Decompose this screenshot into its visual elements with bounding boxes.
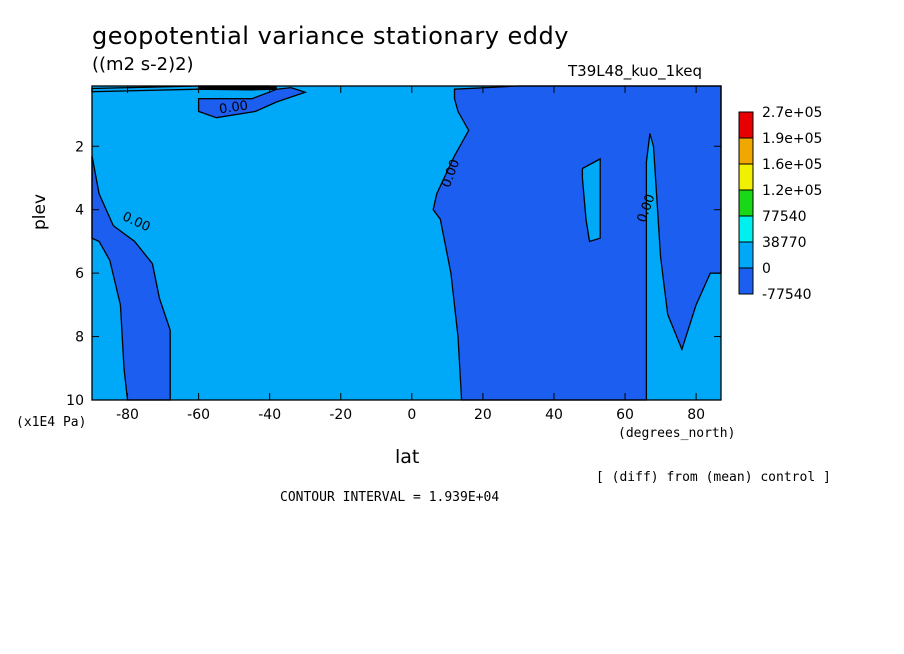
x-axis: -80 -60 -40 -20 0 20 40 60 80 (116, 86, 705, 423)
colorbar-label: 1.9e+05 (762, 131, 822, 147)
y-tick-label: 2 (75, 139, 84, 155)
contour-region (197, 86, 308, 119)
y-tick-label: 8 (75, 330, 84, 346)
x-tick-label: 60 (616, 407, 634, 423)
colorbar-box (738, 111, 754, 139)
colorbar-box (738, 189, 754, 217)
x-axis-label: lat (395, 446, 420, 468)
run-label: T39L48_kuo_1keq (568, 62, 703, 80)
contour-label: 0.00 (218, 98, 249, 117)
colorbar-label: 77540 (762, 209, 807, 225)
colorbar-label: 2.7e+05 (762, 105, 822, 121)
y-tick-label: 4 (75, 203, 84, 219)
x-tick-label: 40 (545, 407, 563, 423)
colorbar-label: 1.2e+05 (762, 183, 822, 199)
plot-frame (91, 85, 722, 401)
y-axis: 2 4 6 8 10 (66, 139, 721, 409)
x-tick-label: 0 (407, 407, 416, 423)
colorbar-box (738, 267, 754, 295)
x-tick-label: -20 (329, 407, 352, 423)
chart-units: ((m2 s-2)2) (92, 54, 194, 75)
top-contour-band (198, 86, 277, 90)
y-tick-label: 6 (75, 266, 84, 282)
colorbar-label: 1.6e+05 (762, 157, 822, 173)
colorbar-box (738, 215, 754, 243)
colorbar-box (738, 163, 754, 191)
colorbar-label: 0 (762, 261, 771, 277)
colorbar-label: -77540 (762, 287, 812, 303)
x-tick-label: 20 (474, 407, 492, 423)
contour-region (432, 85, 722, 401)
diff-note: [ (diff) from (mean) control ] (596, 470, 831, 485)
colorbar-box (738, 137, 754, 165)
contour-interval: CONTOUR INTERVAL = 1.939E+04 (280, 490, 500, 505)
plot-area: 0.000.000.000.00 (91, 85, 722, 401)
x-tick-label: -80 (116, 407, 139, 423)
contour-region (581, 157, 601, 243)
x-tick-label: -40 (258, 407, 281, 423)
colorbar-label: 38770 (762, 235, 807, 251)
colorbar-legend: 2.7e+05 1.9e+05 1.6e+05 1.2e+05 77540 38770 0 -… (738, 105, 822, 303)
colorbar-box (738, 241, 754, 269)
y-tick-label: 10 (66, 393, 84, 409)
x-axis-units: (degrees_north) (618, 426, 736, 441)
chart-title: geopotential variance stationary eddy (92, 22, 569, 50)
x-tick-label: -60 (187, 407, 210, 423)
y-axis-units: (x1E4 Pa) (16, 415, 87, 430)
x-tick-label: 80 (687, 407, 705, 423)
